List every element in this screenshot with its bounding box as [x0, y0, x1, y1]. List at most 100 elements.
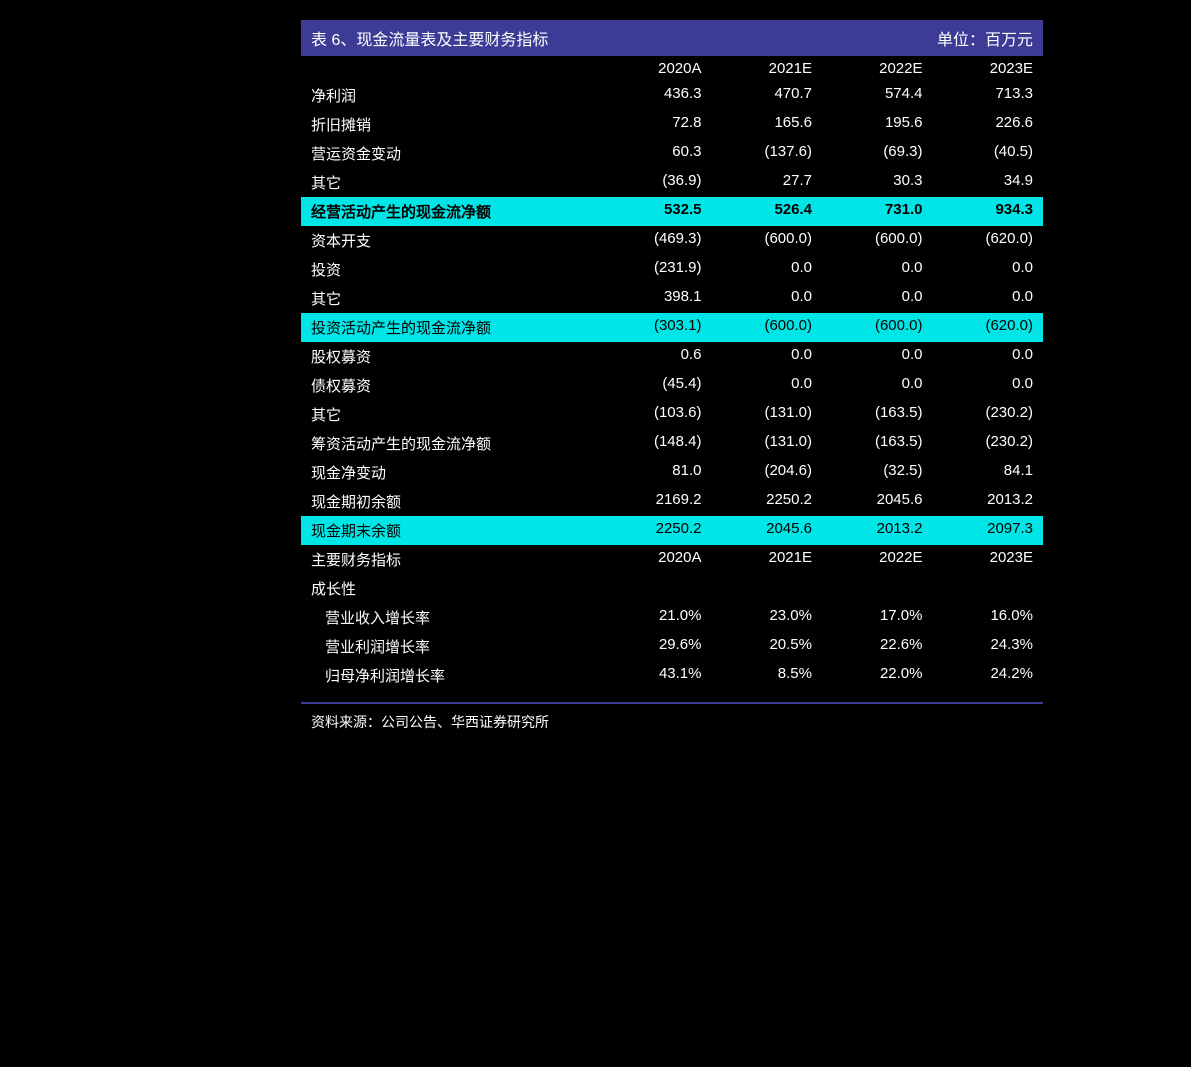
row-value: 165.6: [702, 114, 813, 135]
row-value: [702, 578, 813, 599]
row-value: 0.0: [812, 346, 923, 367]
row-value: 2023E: [923, 549, 1034, 570]
table-body: 净利润436.3470.7574.4713.3折旧摊销72.8165.6195.…: [301, 81, 1043, 690]
row-value: [591, 578, 702, 599]
row-value: (103.6): [591, 404, 702, 425]
table-row: 筹资活动产生的现金流净额(148.4)(131.0)(163.5)(230.2): [301, 429, 1043, 458]
row-label: 现金期初余额: [311, 491, 591, 512]
table-row: 营业收入增长率21.0%23.0%17.0%16.0%: [301, 603, 1043, 632]
row-value: [923, 578, 1034, 599]
row-value: [812, 578, 923, 599]
year-label-blank: [311, 60, 591, 77]
row-value: 0.0: [812, 375, 923, 396]
row-value: 526.4: [702, 201, 813, 222]
row-label: 现金净变动: [311, 462, 591, 483]
row-value: 2021E: [702, 549, 813, 570]
table-row: 折旧摊销72.8165.6195.6226.6: [301, 110, 1043, 139]
row-value: 731.0: [812, 201, 923, 222]
row-value: 2250.2: [591, 520, 702, 541]
row-value: (36.9): [591, 172, 702, 193]
row-label: 经营活动产生的现金流净额: [311, 201, 591, 222]
row-label: 归母净利润增长率: [311, 665, 591, 686]
table-row: 投资活动产生的现金流净额(303.1)(600.0)(600.0)(620.0): [301, 313, 1043, 342]
row-value: 0.0: [923, 346, 1034, 367]
row-value: 29.6%: [591, 636, 702, 657]
row-label: 营业利润增长率: [311, 636, 591, 657]
row-value: 0.0: [923, 375, 1034, 396]
table-row: 债权募资(45.4)0.00.00.0: [301, 371, 1043, 400]
row-value: 0.0: [702, 259, 813, 280]
row-value: 436.3: [591, 85, 702, 106]
row-label: 主要财务指标: [311, 549, 591, 570]
row-value: (163.5): [812, 433, 923, 454]
row-value: 2013.2: [812, 520, 923, 541]
row-value: 16.0%: [923, 607, 1034, 628]
row-value: (600.0): [702, 317, 813, 338]
row-value: 0.0: [923, 259, 1034, 280]
row-value: 27.7: [702, 172, 813, 193]
table-row: 归母净利润增长率43.1%8.5%22.0%24.2%: [301, 661, 1043, 690]
row-value: (137.6): [702, 143, 813, 164]
row-value: 2250.2: [702, 491, 813, 512]
row-value: 0.0: [812, 259, 923, 280]
row-value: (131.0): [702, 404, 813, 425]
year-header-row: 2020A 2021E 2022E 2023E: [301, 56, 1043, 81]
row-label: 折旧摊销: [311, 114, 591, 135]
row-label: 债权募资: [311, 375, 591, 396]
row-label: 股权募资: [311, 346, 591, 367]
row-value: 21.0%: [591, 607, 702, 628]
table-row: 现金期末余额2250.22045.62013.22097.3: [301, 516, 1043, 545]
row-label: 投资: [311, 259, 591, 280]
row-value: (204.6): [702, 462, 813, 483]
row-value: 2020A: [591, 549, 702, 570]
table-row: 营业利润增长率29.6%20.5%22.6%24.3%: [301, 632, 1043, 661]
row-value: 20.5%: [702, 636, 813, 657]
table-title: 表 6、现金流量表及主要财务指标: [311, 26, 548, 50]
row-value: 2169.2: [591, 491, 702, 512]
row-label: 成长性: [311, 578, 591, 599]
row-value: 2045.6: [812, 491, 923, 512]
row-label: 净利润: [311, 85, 591, 106]
row-value: 0.0: [702, 288, 813, 309]
year-col-1: 2021E: [702, 60, 813, 77]
row-value: 532.5: [591, 201, 702, 222]
table-row: 其它398.10.00.00.0: [301, 284, 1043, 313]
row-value: (40.5): [923, 143, 1034, 164]
row-value: 0.6: [591, 346, 702, 367]
row-value: 195.6: [812, 114, 923, 135]
row-label: 营运资金变动: [311, 143, 591, 164]
row-value: 72.8: [591, 114, 702, 135]
row-value: 934.3: [923, 201, 1034, 222]
row-value: 574.4: [812, 85, 923, 106]
row-label: 现金期末余额: [311, 520, 591, 541]
row-value: (163.5): [812, 404, 923, 425]
row-label: 营业收入增长率: [311, 607, 591, 628]
row-value: 8.5%: [702, 665, 813, 686]
row-value: (131.0): [702, 433, 813, 454]
row-value: 22.6%: [812, 636, 923, 657]
row-value: (469.3): [591, 230, 702, 251]
row-value: (148.4): [591, 433, 702, 454]
table-row: 资本开支(469.3)(600.0)(600.0)(620.0): [301, 226, 1043, 255]
year-col-0: 2020A: [591, 60, 702, 77]
row-value: 0.0: [702, 375, 813, 396]
row-value: (600.0): [812, 230, 923, 251]
row-value: (620.0): [923, 230, 1034, 251]
row-value: 34.9: [923, 172, 1034, 193]
row-label: 筹资活动产生的现金流净额: [311, 433, 591, 454]
row-label: 其它: [311, 172, 591, 193]
row-value: 22.0%: [812, 665, 923, 686]
row-value: (600.0): [812, 317, 923, 338]
row-value: 0.0: [923, 288, 1034, 309]
row-label: 其它: [311, 288, 591, 309]
row-value: (303.1): [591, 317, 702, 338]
row-value: 713.3: [923, 85, 1034, 106]
row-value: (600.0): [702, 230, 813, 251]
table-unit: 单位：百万元: [937, 26, 1033, 50]
table-row: 净利润436.3470.7574.4713.3: [301, 81, 1043, 110]
table-row: 投资(231.9)0.00.00.0: [301, 255, 1043, 284]
row-value: (620.0): [923, 317, 1034, 338]
row-value: 398.1: [591, 288, 702, 309]
row-value: 2022E: [812, 549, 923, 570]
table-row: 现金期初余额2169.22250.22045.62013.2: [301, 487, 1043, 516]
